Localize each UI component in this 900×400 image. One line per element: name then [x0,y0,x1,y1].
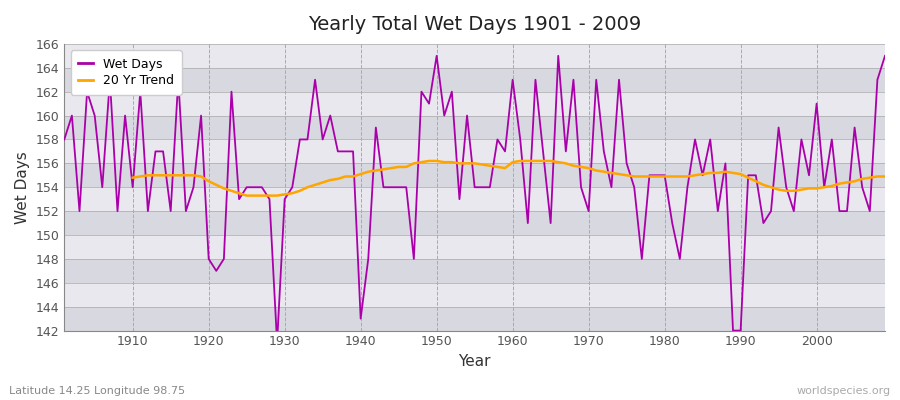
Line: 20 Yr Trend: 20 Yr Trend [132,161,885,196]
20 Yr Trend [590,168,601,173]
Wet Days [614,77,625,82]
Text: worldspecies.org: worldspecies.org [796,386,891,396]
Y-axis label: Wet Days: Wet Days [15,151,30,224]
Wet Days [431,54,442,58]
Wet Days [272,340,283,345]
20 Yr Trend [424,158,435,163]
Wet Days [340,149,351,154]
20 Yr Trend [310,182,320,187]
Bar [64,116,885,140]
20 Yr Trend [127,175,138,180]
20 Yr Trend [279,192,290,197]
Wet Days [515,137,526,142]
20 Yr Trend [241,193,252,198]
20 Yr Trend [857,176,868,181]
Wet Days [522,221,533,226]
Title: Yearly Total Wet Days 1901 - 2009: Yearly Total Wet Days 1901 - 2009 [308,15,642,34]
20 Yr Trend [834,181,845,186]
Legend: Wet Days, 20 Yr Trend: Wet Days, 20 Yr Trend [70,50,182,95]
20 Yr Trend [879,174,890,179]
Text: Latitude 14.25 Longitude 98.75: Latitude 14.25 Longitude 98.75 [9,386,185,396]
Wet Days [879,54,890,58]
Wet Days [120,113,130,118]
Bar [64,259,885,283]
Bar [64,307,885,330]
Wet Days [294,137,305,142]
20 Yr Trend [530,158,541,163]
Wet Days [58,137,69,142]
X-axis label: Year: Year [458,354,491,369]
Bar [64,163,885,187]
Line: Wet Days: Wet Days [64,56,885,342]
Bar [64,211,885,235]
Bar [64,68,885,92]
